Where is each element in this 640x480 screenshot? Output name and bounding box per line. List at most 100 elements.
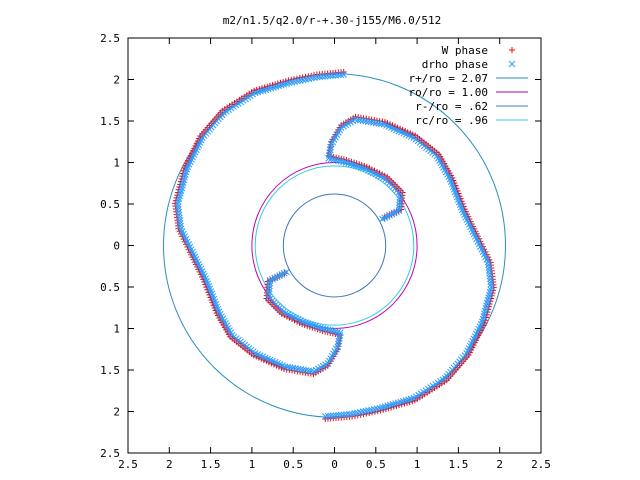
x-tick-label-0: 2.5: [118, 458, 138, 471]
chart-title: m2/n1.5/q2.0/r-+.30-j155/M6.0/512: [223, 14, 442, 27]
x-tick-label-2: 1.5: [201, 458, 221, 471]
legend-label-3: ro/ro = 1.00: [409, 86, 488, 99]
drho-phase-point-1-7: [340, 411, 348, 419]
circle-3: [254, 165, 415, 326]
drho-phase-point-1-192: [335, 157, 342, 165]
legend-swatch-0: [509, 47, 515, 53]
drho-phase-point-1-191: [332, 156, 340, 164]
drho-phase-point-1-8: [343, 411, 350, 418]
drho-phase-point-1-0: [322, 413, 329, 420]
drho-phase-point-1-168: [357, 116, 364, 124]
drho-phase-point-0-222: [265, 285, 273, 293]
y-tick-label-5: 0: [113, 240, 120, 253]
drho-phase-point-1-87: [486, 275, 494, 283]
y-tick-label-9: 2: [113, 74, 120, 87]
drho-phase-point-0-8: [319, 73, 326, 80]
drho-phase-point-0-164: [294, 365, 302, 373]
y-tick-label-4: 0.5: [100, 281, 120, 294]
plot-area: [163, 69, 506, 422]
drho-phase-point-1-91: [485, 264, 493, 271]
drho-phase-point-1-85: [487, 280, 495, 288]
x-tick-label-1: 2: [166, 458, 173, 471]
drho-phase-point-0-165: [297, 366, 305, 373]
drho-phase-point-0-9: [316, 73, 324, 81]
x-tick-label-10: 2.5: [531, 458, 551, 471]
drho-phase-point-1-5: [335, 411, 342, 419]
drho-phase-point-0-159: [281, 363, 289, 371]
drho-phase-point-1-223: [396, 201, 403, 209]
drho-phase-point-0-223: [266, 282, 273, 290]
drho-phase-point-0-168: [305, 367, 312, 375]
legend-label-2: r+/ro = 2.07: [409, 72, 488, 85]
drho-phase-point-1-222: [396, 198, 404, 206]
drho-phase-point-0-6: [324, 72, 332, 80]
legend-label-5: rc/ro = .96: [415, 114, 488, 127]
drho-phase-point-1-164: [367, 118, 375, 126]
drho-phase-point-1-188: [325, 154, 333, 162]
drho-phase-point-1-3: [329, 412, 337, 420]
y-tick-label-2: 1.5: [100, 364, 120, 377]
drho-phase-point-1-4: [332, 412, 340, 419]
x-tick-label-9: 2: [496, 458, 503, 471]
drho-phase-point-1-90: [485, 267, 493, 274]
drho-phase-point-1-160: [378, 120, 385, 128]
drho-phase-point-1-84: [488, 283, 495, 291]
legend-swatch-1: [508, 60, 516, 68]
drho-phase-point-0-162: [289, 364, 297, 372]
drho-phase-point-0-90: [176, 217, 184, 224]
x-tick-label-4: 0.5: [283, 458, 303, 471]
drho-phase-point-1-232: [379, 215, 386, 223]
x-tick-label-3: 1: [249, 458, 256, 471]
drho-phase-point-0-0: [340, 71, 347, 78]
drho-phase-point-0-188: [336, 329, 344, 337]
drho-phase-point-1-89: [486, 269, 493, 277]
drho-phase-point-1-162: [372, 119, 380, 127]
drho-phase-point-1-221: [396, 196, 404, 203]
legend-label-4: r-/ro = .62: [415, 100, 488, 113]
drho-phase-point-0-5: [327, 72, 334, 80]
drho-phase-point-0-194: [322, 325, 329, 333]
drho-phase-point-0-84: [174, 200, 181, 208]
drho-phase-point-0-88: [175, 211, 183, 219]
drho-phase-point-0-163: [292, 365, 299, 372]
drho-phase-point-0-232: [283, 268, 290, 276]
drho-phase-point-0-191: [329, 327, 337, 335]
drho-phase-point-1-166: [362, 117, 370, 125]
y-tick-label-10: 2.5: [100, 32, 120, 45]
drho-phase-point-1-194: [340, 158, 347, 166]
x-tick-label-8: 1.5: [448, 458, 468, 471]
drho-phase-point-1-1: [324, 412, 332, 420]
drho-phase-point-0-220: [265, 290, 273, 298]
x-tick-label-7: 1: [414, 458, 421, 471]
drho-phase-point-0-86: [174, 206, 182, 213]
drho-phase-point-0-224: [266, 279, 274, 287]
drho-phase-point-1-220: [396, 193, 404, 201]
drho-phase-point-1-167: [359, 117, 367, 125]
drho-phase-point-1-9: [345, 410, 353, 418]
drho-phase-point-0-3: [332, 71, 340, 79]
drho-phase-point-0-4: [329, 72, 337, 79]
drho-phase-point-0-193: [324, 326, 332, 334]
drho-phase-point-0-2: [334, 71, 342, 79]
drho-phase-point-1-190: [330, 156, 338, 163]
drho-phase-point-0-221: [265, 288, 273, 295]
drho-phase-point-1-2: [327, 412, 335, 420]
drho-phase-point-0-92: [177, 222, 184, 230]
drho-phase-point-0-167: [302, 366, 310, 374]
drho-phase-point-1-193: [337, 157, 345, 165]
circle-2: [282, 193, 387, 298]
drho-phase-point-1-189: [327, 155, 335, 163]
drho-phase-point-0-166: [299, 366, 307, 374]
y-tick-label-7: 1: [113, 157, 120, 170]
drho-phase-point-0-161: [286, 364, 294, 371]
x-tick-label-6: 0.5: [366, 458, 386, 471]
y-tick-label-3: 1: [113, 323, 120, 336]
drho-phase-point-0-89: [176, 214, 183, 222]
drho-phase-point-0-85: [174, 203, 182, 211]
drho-phase-point-0-160: [284, 363, 291, 371]
y-tick-label-6: 0.5: [100, 198, 120, 211]
drho-phase-point-1-161: [375, 120, 383, 127]
drho-phase-point-1-163: [370, 119, 377, 126]
